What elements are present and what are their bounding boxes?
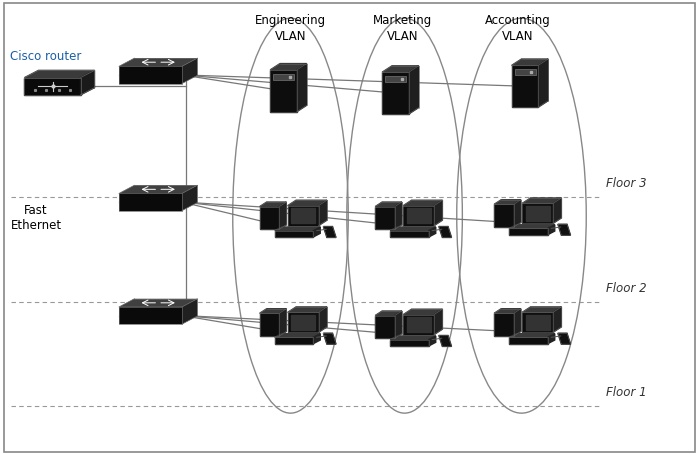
- Text: Accounting
VLAN: Accounting VLAN: [485, 14, 551, 43]
- Polygon shape: [403, 206, 434, 226]
- Polygon shape: [314, 227, 321, 237]
- Polygon shape: [182, 299, 197, 324]
- Polygon shape: [288, 206, 318, 226]
- Polygon shape: [279, 202, 286, 229]
- Polygon shape: [288, 312, 318, 332]
- Polygon shape: [434, 309, 442, 335]
- Polygon shape: [291, 315, 315, 330]
- Polygon shape: [119, 66, 182, 84]
- Polygon shape: [428, 336, 435, 346]
- Polygon shape: [260, 313, 279, 336]
- Polygon shape: [526, 315, 550, 330]
- Polygon shape: [314, 334, 321, 344]
- Polygon shape: [522, 198, 561, 203]
- Polygon shape: [270, 70, 297, 112]
- Text: Cisco router: Cisco router: [10, 50, 82, 63]
- Polygon shape: [407, 208, 430, 223]
- Polygon shape: [25, 70, 94, 78]
- Polygon shape: [270, 64, 307, 70]
- Polygon shape: [547, 225, 554, 235]
- Polygon shape: [494, 309, 521, 313]
- Polygon shape: [558, 224, 570, 235]
- Polygon shape: [318, 307, 327, 332]
- Polygon shape: [547, 334, 554, 344]
- Polygon shape: [538, 59, 548, 107]
- Polygon shape: [439, 227, 452, 237]
- Polygon shape: [318, 200, 327, 226]
- Polygon shape: [119, 185, 197, 193]
- Polygon shape: [25, 78, 80, 95]
- Text: Floor 2: Floor 2: [606, 282, 646, 295]
- Polygon shape: [391, 336, 435, 340]
- Polygon shape: [297, 64, 307, 112]
- Polygon shape: [119, 299, 197, 307]
- Polygon shape: [510, 228, 547, 235]
- Polygon shape: [494, 313, 514, 336]
- Text: Floor 3: Floor 3: [606, 178, 646, 190]
- Polygon shape: [395, 311, 402, 338]
- Polygon shape: [288, 307, 327, 312]
- Polygon shape: [428, 227, 435, 237]
- Polygon shape: [439, 336, 452, 346]
- Polygon shape: [323, 227, 336, 237]
- Polygon shape: [119, 193, 182, 211]
- Polygon shape: [553, 307, 561, 332]
- Polygon shape: [403, 315, 434, 335]
- Polygon shape: [119, 58, 197, 66]
- Text: Engineering
VLAN: Engineering VLAN: [255, 14, 326, 43]
- Polygon shape: [510, 334, 554, 337]
- Polygon shape: [375, 316, 395, 338]
- Polygon shape: [291, 208, 315, 223]
- Bar: [273, 74, 294, 80]
- Polygon shape: [526, 206, 550, 221]
- Polygon shape: [434, 200, 442, 226]
- Polygon shape: [403, 309, 442, 315]
- Polygon shape: [522, 203, 553, 223]
- Polygon shape: [553, 198, 561, 223]
- Polygon shape: [182, 58, 197, 84]
- Polygon shape: [403, 200, 442, 206]
- Polygon shape: [182, 185, 197, 211]
- Polygon shape: [260, 309, 286, 313]
- Polygon shape: [274, 231, 314, 237]
- Polygon shape: [558, 333, 570, 344]
- Polygon shape: [522, 312, 553, 332]
- Polygon shape: [510, 337, 547, 344]
- Polygon shape: [274, 227, 321, 231]
- Polygon shape: [409, 66, 419, 114]
- Polygon shape: [494, 200, 521, 204]
- Polygon shape: [375, 311, 402, 316]
- Polygon shape: [494, 204, 514, 227]
- Polygon shape: [514, 309, 521, 336]
- Polygon shape: [323, 333, 336, 344]
- Polygon shape: [512, 65, 538, 107]
- Polygon shape: [274, 337, 314, 344]
- Polygon shape: [522, 307, 561, 312]
- Polygon shape: [375, 207, 395, 229]
- Polygon shape: [375, 202, 402, 207]
- Polygon shape: [514, 200, 521, 227]
- Polygon shape: [274, 334, 321, 337]
- Text: Marketing
VLAN: Marketing VLAN: [373, 14, 432, 43]
- Text: Fast
Ethernet: Fast Ethernet: [10, 204, 62, 232]
- Bar: [385, 76, 406, 82]
- Polygon shape: [391, 227, 435, 231]
- Polygon shape: [80, 70, 94, 95]
- Polygon shape: [260, 202, 286, 207]
- Polygon shape: [395, 202, 402, 229]
- Polygon shape: [391, 231, 428, 237]
- Polygon shape: [391, 340, 428, 346]
- Polygon shape: [407, 317, 430, 332]
- Polygon shape: [382, 66, 419, 72]
- Text: Floor 1: Floor 1: [606, 386, 646, 399]
- Polygon shape: [119, 307, 182, 324]
- Polygon shape: [512, 59, 548, 65]
- Polygon shape: [288, 200, 327, 206]
- Polygon shape: [510, 225, 554, 228]
- Polygon shape: [260, 207, 279, 229]
- Bar: [514, 69, 536, 75]
- Polygon shape: [382, 72, 409, 114]
- Polygon shape: [279, 309, 286, 336]
